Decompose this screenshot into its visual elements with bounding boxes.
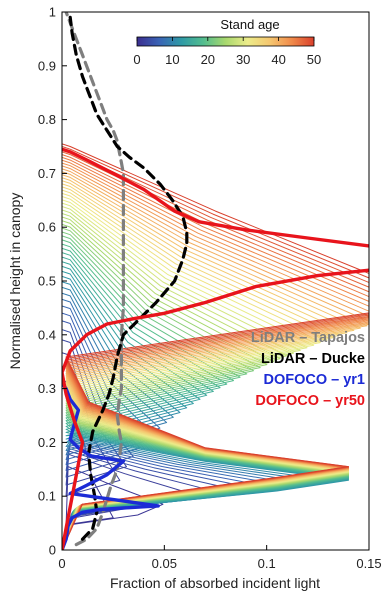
y-tick-label: 0.6 [38, 220, 56, 235]
legend-entry: LiDAR – Tapajos [251, 330, 365, 346]
colorbar-tick-label: 30 [236, 52, 250, 67]
y-tick-label: 0.2 [38, 435, 56, 450]
series-line [62, 147, 369, 550]
y-tick-label: 0.9 [38, 58, 56, 73]
x-tick-label: 0 [58, 556, 65, 571]
colorbar-tick-label: 50 [307, 52, 321, 67]
y-tick-label: 0.5 [38, 274, 56, 289]
y-tick-label: 1 [49, 5, 56, 20]
colorbar-gradient [136, 36, 315, 47]
x-axis: 0 0.05 0.1 0.15 [58, 545, 382, 571]
colorbar: Stand age 0 10 20 30 40 50 [133, 17, 321, 67]
colorbar-tick-label: 20 [201, 52, 215, 67]
series-lines [62, 12, 369, 550]
colorbar-tick-label: 10 [165, 52, 179, 67]
y-tick-label: 0.8 [38, 112, 56, 127]
y-tick-label: 0 [49, 543, 56, 558]
y-tick-label: 0.3 [38, 381, 56, 396]
y-axis: 0 0.1 0.2 0.3 0.4 0.5 0.6 0.7 0.8 0.9 1 [38, 5, 67, 558]
x-axis-label: Fraction of absorbed incident light [110, 575, 320, 591]
y-tick-label: 0.7 [38, 166, 56, 181]
age-profile-line [62, 143, 369, 550]
legend-entry: LiDAR – Ducke [261, 351, 365, 367]
colorbar-title: Stand age [220, 17, 279, 32]
series-line [62, 381, 160, 550]
x-tick-label: 0.1 [258, 556, 276, 571]
colorbar-tick-label: 40 [271, 52, 285, 67]
legend: LiDAR – Tapajos LiDAR – Ducke DOFOCO – yr1… [251, 330, 365, 409]
y-tick-label: 0.4 [38, 327, 56, 342]
x-tick-label: 0.15 [356, 556, 381, 571]
legend-entry: DOFOCO – yr1 [263, 372, 365, 388]
x-tick-label: 0.05 [152, 556, 177, 571]
y-tick-label: 0.1 [38, 489, 56, 504]
legend-entry: DOFOCO – yr50 [255, 393, 365, 409]
y-axis-label: Normalised height in canopy [7, 193, 23, 370]
colorbar-tick-label: 0 [133, 52, 140, 67]
